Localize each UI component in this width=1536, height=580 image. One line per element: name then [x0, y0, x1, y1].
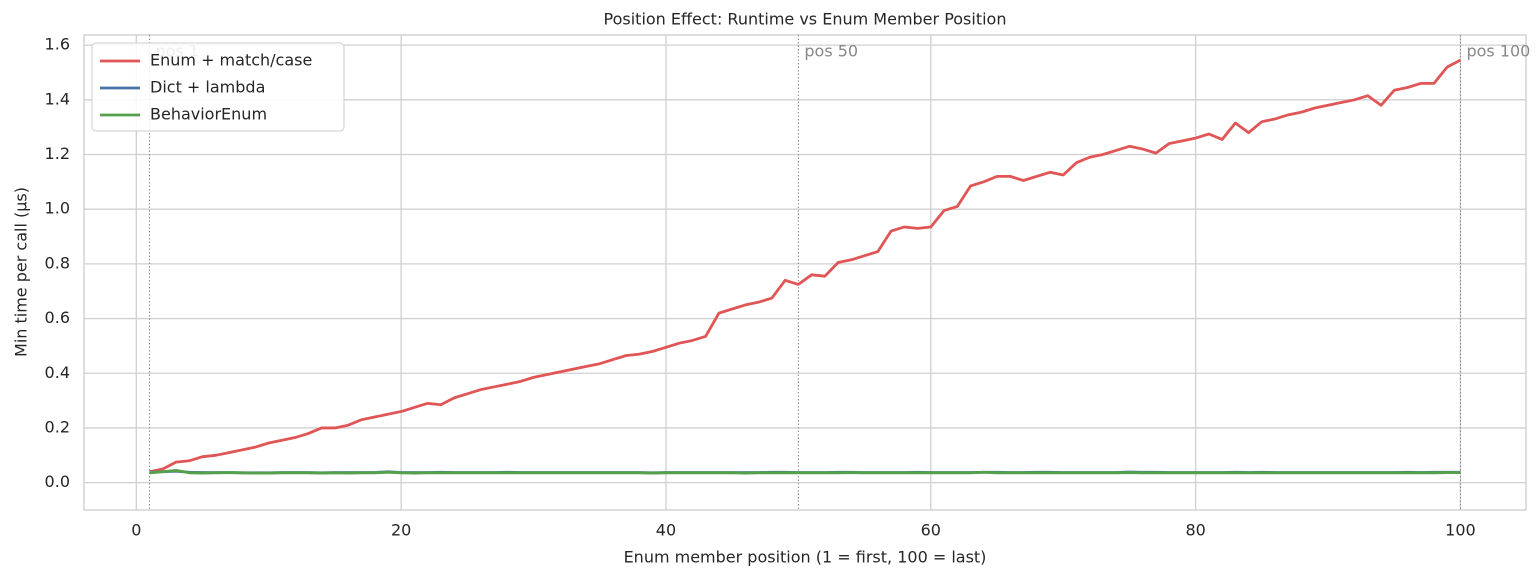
x-tick-label: 40	[656, 521, 676, 540]
y-tick-label: 0.0	[45, 472, 70, 491]
series-line	[149, 58, 1462, 474]
legend: Enum + match/case Dict + lambda BehaviorEn…	[91, 42, 345, 132]
annotation-label: pos 50	[804, 42, 858, 61]
legend-label: Dict + lambda	[150, 78, 265, 97]
y-tick-label: 1.6	[45, 35, 70, 54]
annotation-label: pos 100	[1466, 42, 1530, 61]
y-tick-label: 0.4	[45, 363, 70, 382]
chart-title: Position Effect: Runtime vs Enum Member …	[604, 10, 1007, 29]
x-tick-label: 20	[391, 521, 411, 540]
y-tick-label: 0.6	[45, 308, 70, 327]
y-axis-label: Min time per call (µs)	[12, 187, 31, 357]
y-tick-label: 1.4	[45, 89, 70, 108]
x-tick-label: 60	[921, 521, 941, 540]
legend-label: BehaviorEnum	[150, 105, 267, 124]
series-line	[149, 468, 1461, 475]
x-tick-label: 100	[1445, 521, 1476, 540]
legend-label: Enum + match/case	[150, 51, 312, 70]
y-tick-label: 0.8	[45, 253, 70, 272]
x-tick-label: 80	[1185, 521, 1205, 540]
legend-box	[91, 42, 345, 132]
y-tick-label: 0.2	[45, 417, 70, 436]
x-axis-label: Enum member position (1 = first, 100 = l…	[624, 548, 987, 567]
y-tick-label: 1.0	[45, 199, 70, 218]
y-tick-label: 1.2	[45, 144, 70, 163]
plot-frame	[83, 34, 1527, 511]
x-tick-label: 0	[131, 521, 141, 540]
